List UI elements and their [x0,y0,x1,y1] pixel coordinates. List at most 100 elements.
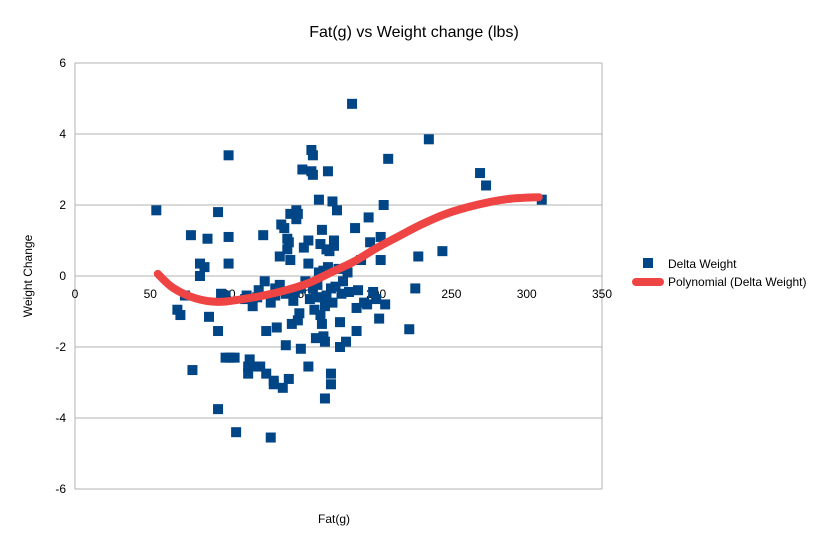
data-point [378,200,389,210]
data-point [325,379,336,390]
data-point [223,231,234,242]
data-point [306,144,317,155]
data-point [204,311,215,322]
data-point [194,271,205,281]
data-point [295,343,306,354]
data-point [325,368,336,379]
data-point [298,242,309,253]
data-point [319,301,330,312]
data-point [342,267,353,278]
data-point [316,224,327,235]
data-point [243,368,254,379]
data-point [315,310,326,321]
data-point [280,340,291,351]
data-point [350,223,361,234]
data-point [220,290,231,301]
data-point [274,251,285,262]
legend: Delta Weight Polynomial (Delta Weight) [632,257,807,289]
data-point [404,324,415,335]
data-point [265,297,276,308]
data-point [437,246,448,257]
x-tick-label: 250 [441,287,461,301]
data-point [324,246,335,257]
data-point [285,208,296,219]
data-point [292,315,303,326]
data-point [319,336,330,347]
data-point [271,322,282,333]
data-point [303,258,314,269]
data-point [286,318,297,329]
x-tick-label: 300 [517,287,537,301]
data-point [310,292,321,303]
data-point [375,231,386,242]
data-point [365,237,376,248]
data-point [307,150,318,161]
data-point [318,331,329,342]
data-point [223,150,234,161]
y-axis-ticks: 6 4 2 0 -2 -4 -6 [55,56,66,496]
data-point [307,169,318,180]
data-point [304,294,315,305]
data-point [341,336,352,347]
data-point [268,379,279,390]
data-point [187,365,198,376]
y-tick-label: 4 [59,127,66,141]
data-point [351,326,362,337]
data-point [351,302,362,313]
data-point [265,432,276,443]
data-point [310,333,321,344]
data-point [338,276,349,287]
x-axis-label: Fat(g) [318,512,350,526]
data-point [223,258,234,269]
data-points [151,98,547,443]
data-point [213,326,224,337]
data-point [283,373,294,384]
data-point [231,427,242,438]
data-point [202,233,213,244]
x-tick-label: 0 [72,287,79,301]
data-point [336,288,347,299]
data-point [368,286,379,297]
data-point [316,318,327,329]
data-point [289,286,300,297]
data-point [259,276,270,287]
data-point [475,168,486,179]
data-point [258,230,269,241]
data-point [285,255,296,266]
trend-line [153,193,543,306]
data-point [321,290,332,301]
data-point [244,354,255,365]
data-point [319,393,330,404]
data-point [247,301,258,312]
data-point [151,205,162,216]
data-point [277,382,288,393]
data-point [410,283,421,294]
x-tick-label: 50 [144,287,158,301]
data-point [328,240,339,251]
y-tick-label: 2 [59,198,66,212]
data-point [375,255,386,266]
data-point [380,299,391,310]
data-point [363,212,374,223]
data-point [291,214,302,225]
legend-label-polynomial: Polynomial (Delta Weight) [668,275,807,289]
data-point [328,235,339,246]
data-point [353,285,364,296]
data-point [383,153,394,164]
y-tick-label: -6 [55,482,66,496]
data-point [294,308,305,319]
data-point [229,352,240,363]
data-point [261,326,272,337]
data-point [213,404,224,415]
y-tick-label: 0 [59,269,66,283]
data-point [313,194,324,205]
data-point [312,279,323,290]
data-point [309,304,320,315]
data-point [292,208,303,219]
data-point [322,262,333,273]
y-tick-label: -2 [55,340,66,354]
data-point [303,361,314,372]
data-point [279,223,290,234]
legend-label-delta-weight: Delta Weight [668,257,737,271]
